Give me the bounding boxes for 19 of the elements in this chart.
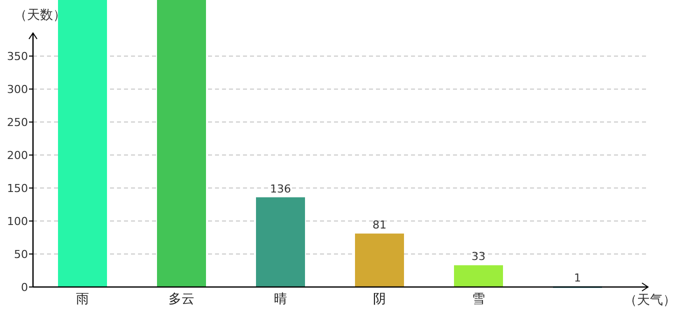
x-tick-label: 晴 <box>274 292 287 307</box>
x-tick-label: 多云 <box>168 292 194 307</box>
y-tick-label: 0 <box>21 281 28 294</box>
y-tick-label: 350 <box>7 50 28 64</box>
data-label: 33 <box>472 250 486 264</box>
y-tick-label: 200 <box>7 149 28 162</box>
y-tick-label: 300 <box>7 83 28 96</box>
data-label: 1 <box>574 271 581 284</box>
x-axis-title: （天气） <box>624 293 676 308</box>
y-tick-label: 100 <box>7 215 28 228</box>
x-tick-label: 雪 <box>472 292 485 307</box>
y-tick-label: 150 <box>7 182 28 196</box>
x-tick-label: 阴 <box>373 292 386 307</box>
y-tick-label: 250 <box>7 116 28 130</box>
y-axis-title: （天数） <box>14 8 66 23</box>
data-label: 136 <box>270 182 291 196</box>
y-tick-label: 50 <box>14 248 28 262</box>
x-tick-label: 雨 <box>76 292 89 307</box>
data-label: 81 <box>372 218 386 232</box>
